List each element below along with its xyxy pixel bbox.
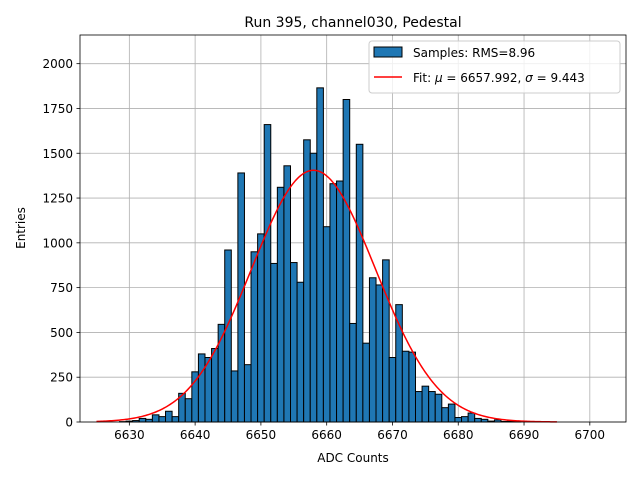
histogram-bar <box>303 139 311 423</box>
histogram-bar <box>401 350 410 423</box>
histogram-bar <box>211 348 219 423</box>
x-tick-label: 6660 <box>311 428 342 442</box>
x-tick-label: 6680 <box>443 428 474 442</box>
histogram-bar <box>362 342 370 423</box>
histogram-bar <box>322 226 331 423</box>
histogram-bar <box>474 417 482 423</box>
y-tick-label: 250 <box>50 371 73 385</box>
histogram-bar <box>355 143 364 423</box>
histogram-bar <box>165 410 173 423</box>
x-tick-label: 6700 <box>575 428 606 442</box>
histogram-bar <box>237 172 245 423</box>
histogram-bar <box>296 281 305 423</box>
histogram-bar <box>382 259 390 423</box>
histogram-bar <box>243 364 252 423</box>
histogram-bar <box>230 370 239 423</box>
histogram-bar <box>316 87 324 423</box>
histogram-bar <box>329 183 338 423</box>
histogram-bar <box>151 414 160 423</box>
histogram-bar <box>276 186 285 423</box>
histogram-bar <box>480 418 489 423</box>
histogram-bar <box>447 403 456 423</box>
plot-frame <box>79 34 627 423</box>
histogram-bar <box>421 385 430 423</box>
histogram-bar <box>428 391 436 423</box>
histogram-bar <box>250 251 259 423</box>
histogram-bar <box>191 371 199 423</box>
y-tick-label: 500 <box>50 326 73 340</box>
y-axis-label: Entries <box>14 207 28 249</box>
legend-samples-swatch <box>373 46 403 58</box>
histogram-bar <box>395 304 403 423</box>
histogram-bar <box>171 416 180 423</box>
histogram-bar <box>414 391 423 423</box>
grid <box>80 35 626 423</box>
x-axis-label: ADC Counts <box>317 451 389 465</box>
y-tick-label: 1500 <box>42 147 73 161</box>
y-tick-label: 750 <box>50 281 73 295</box>
axis-ticks: 6630 6640 6650 6660 6670 6680 6690 6700 0 250 500 7… <box>42 57 605 442</box>
histogram-bar <box>388 357 397 423</box>
legend-samples-label: Samples: RMS=8.96 <box>413 46 535 60</box>
histogram-bar <box>263 124 272 423</box>
histogram-bar <box>441 407 449 423</box>
x-tick-label: 6650 <box>246 428 277 442</box>
histogram-bar <box>145 418 153 423</box>
x-tick-label: 6640 <box>180 428 211 442</box>
histogram-bar <box>283 165 292 423</box>
histogram-bar <box>224 249 232 423</box>
histogram-bar <box>204 357 213 423</box>
histogram-bar <box>342 99 351 423</box>
histogram-bar <box>158 416 167 423</box>
histogram-bar <box>461 416 469 423</box>
legend-box <box>368 40 621 94</box>
histogram-bar <box>138 417 147 423</box>
histogram-bars <box>118 87 522 423</box>
histogram-bar <box>434 393 443 423</box>
x-tick-label: 6670 <box>377 428 408 442</box>
legend-fit-label: Fit: μ = 6657.992, σ = 9.443 <box>413 71 585 85</box>
chart-title: Run 395, channel030, Pedestal <box>244 15 461 31</box>
y-tick-label: 2000 <box>42 57 73 71</box>
histogram-bar <box>197 353 206 423</box>
y-tick-label: 1000 <box>42 236 73 250</box>
histogram-bar <box>408 351 416 423</box>
histogram-bar <box>336 180 344 423</box>
y-tick-label: 1750 <box>42 102 73 116</box>
gaussian-fit-curve <box>96 169 557 423</box>
histogram-bar <box>467 412 476 423</box>
y-tick-label: 0 <box>65 416 73 430</box>
x-tick-label: 6630 <box>114 428 145 442</box>
histogram-bar <box>184 398 193 423</box>
x-tick-label: 6690 <box>509 428 540 442</box>
histogram-bar <box>309 152 318 423</box>
histogram-bar <box>368 277 377 423</box>
histogram-bar <box>270 262 278 423</box>
legend: Samples: RMS=8.96 Fit: μ = 6657.992, σ =… <box>368 40 621 94</box>
histogram-bar <box>349 322 357 423</box>
histogram-bar <box>257 233 265 423</box>
histogram-bar <box>375 284 384 423</box>
histogram-bar <box>290 262 298 423</box>
histogram-bar <box>454 417 463 423</box>
y-tick-label: 1250 <box>42 192 73 206</box>
